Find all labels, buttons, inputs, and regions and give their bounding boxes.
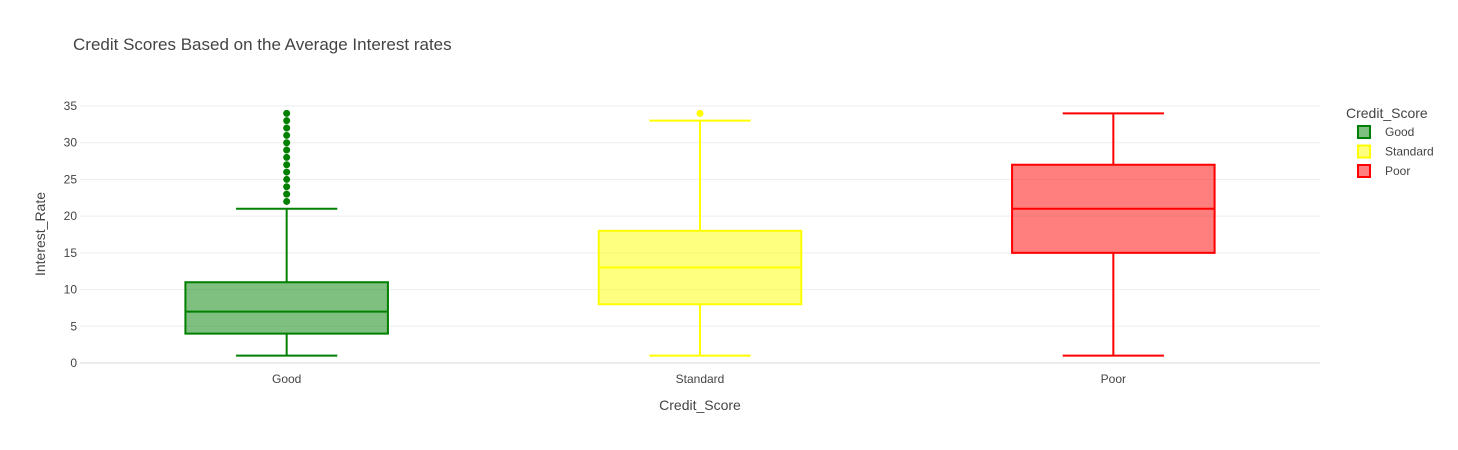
y-tick-label: 15: [64, 246, 78, 260]
legend-item-standard[interactable]: Standard: [1357, 144, 1434, 159]
legend-label: Good: [1385, 125, 1414, 139]
legend-label: Poor: [1385, 164, 1410, 178]
outlier-point: [283, 175, 291, 183]
outlier-point: [283, 168, 291, 176]
legend-swatch: [1357, 164, 1371, 178]
y-tick-label: 30: [64, 136, 78, 150]
legend-title: Credit_Score: [1346, 105, 1428, 121]
legend-item-poor[interactable]: Poor: [1357, 164, 1410, 178]
legend-label: Standard: [1385, 145, 1434, 159]
outlier-point: [283, 190, 291, 198]
x-axis-title: Credit_Score: [659, 397, 741, 413]
legend-swatch: [1357, 144, 1371, 159]
outlier-point: [283, 146, 291, 154]
box-iqr: [184, 281, 389, 335]
y-tick-label: 35: [64, 99, 78, 113]
x-tick-label: Good: [272, 372, 301, 386]
outlier-point: [283, 131, 291, 139]
outlier-point: [283, 161, 291, 169]
y-tick-label: 0: [70, 356, 77, 370]
box-good: [184, 109, 389, 357]
box-series: [184, 109, 1216, 357]
outlier-point: [283, 197, 291, 205]
legend[interactable]: Good Standard Poor: [1357, 125, 1434, 178]
legend-swatch: [1357, 125, 1371, 139]
y-tick-label: 25: [64, 172, 78, 186]
y-tick-label: 20: [64, 209, 78, 223]
outlier-point: [283, 153, 291, 161]
x-tick-label: Poor: [1101, 372, 1126, 386]
legend-item-good[interactable]: Good: [1357, 125, 1414, 139]
box-standard: [597, 109, 803, 357]
outlier-point: [283, 117, 291, 125]
y-tick-label: 10: [64, 283, 78, 297]
outlier-point: [283, 124, 291, 132]
y-axis-title: Interest_Rate: [32, 192, 48, 276]
outlier-point: [283, 109, 291, 117]
chart-title: Credit Scores Based on the Average Inter…: [73, 35, 452, 54]
y-tick-labels: 0 5 10 15 20 25 30 35: [64, 99, 78, 370]
outlier-point: [283, 183, 291, 191]
outlier-point: [283, 139, 291, 147]
outlier-point: [696, 109, 704, 117]
box-poor: [1011, 112, 1216, 357]
x-tick-label: Standard: [676, 372, 725, 386]
y-tick-label: 5: [70, 319, 77, 333]
x-tick-labels: Good Standard Poor: [272, 372, 1126, 386]
